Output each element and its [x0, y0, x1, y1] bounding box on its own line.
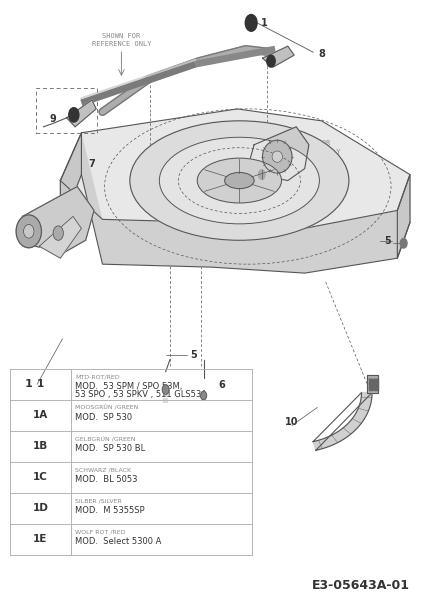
Text: MOD.  M 5355SP: MOD. M 5355SP: [75, 506, 145, 515]
Ellipse shape: [262, 140, 292, 173]
Polygon shape: [67, 100, 96, 127]
Polygon shape: [39, 217, 81, 258]
Ellipse shape: [272, 151, 282, 163]
Polygon shape: [81, 133, 410, 273]
Text: SCHWARZ /BLACK: SCHWARZ /BLACK: [75, 468, 131, 473]
Bar: [369, 379, 373, 389]
Polygon shape: [313, 392, 372, 450]
Polygon shape: [60, 109, 410, 229]
Text: 9: 9: [50, 114, 56, 124]
Text: 53 SPO , 53 SPKV , 511 GLS53A: 53 SPO , 53 SPKV , 511 GLS53A: [75, 390, 207, 399]
Text: MOD.  SP 530: MOD. SP 530: [75, 413, 132, 422]
Circle shape: [245, 14, 257, 31]
Text: 5: 5: [384, 236, 391, 247]
Text: WOLF ROT /RED: WOLF ROT /RED: [75, 530, 126, 535]
Text: 1: 1: [37, 379, 44, 389]
Polygon shape: [367, 374, 378, 392]
Text: 1: 1: [261, 18, 268, 28]
Circle shape: [400, 238, 407, 248]
Text: 1D: 1D: [32, 503, 48, 514]
Text: 1C: 1C: [33, 472, 48, 482]
Text: 6: 6: [218, 380, 225, 391]
Text: 1A: 1A: [33, 410, 48, 420]
Circle shape: [162, 385, 169, 394]
Ellipse shape: [130, 121, 349, 240]
Text: 8: 8: [318, 49, 325, 59]
Circle shape: [201, 391, 206, 400]
Polygon shape: [262, 46, 294, 67]
Text: 7: 7: [89, 160, 95, 169]
Text: MOOSGRÜN /GREEN: MOOSGRÜN /GREEN: [75, 406, 139, 411]
Ellipse shape: [16, 215, 42, 248]
Circle shape: [53, 226, 63, 240]
Text: 10: 10: [285, 418, 299, 427]
Text: MOD.  Select 5300 A: MOD. Select 5300 A: [75, 537, 162, 546]
Polygon shape: [18, 187, 94, 252]
Polygon shape: [397, 175, 410, 258]
Ellipse shape: [159, 137, 319, 224]
Text: SHOWN FOR
REFERENCE ONLY: SHOWN FOR REFERENCE ONLY: [92, 33, 151, 47]
Text: MTD-ROT/RED: MTD-ROT/RED: [75, 374, 120, 380]
Text: 1B: 1B: [33, 442, 48, 451]
Text: MOD.  SP 530 BL: MOD. SP 530 BL: [75, 444, 145, 453]
Ellipse shape: [225, 172, 254, 188]
Bar: [36, 88, 97, 133]
Polygon shape: [250, 127, 309, 181]
Text: 5: 5: [190, 350, 197, 360]
Text: 1E: 1E: [33, 535, 47, 544]
Text: SILBER /SILVER: SILBER /SILVER: [75, 499, 122, 504]
Text: E3-05643A-01: E3-05643A-01: [312, 579, 410, 592]
Ellipse shape: [197, 158, 282, 203]
Ellipse shape: [23, 224, 34, 238]
Circle shape: [69, 107, 79, 122]
Text: 1: 1: [25, 379, 33, 389]
Text: SHOWN FOR
REFERENCE ONLY: SHOWN FOR REFERENCE ONLY: [281, 140, 341, 155]
Circle shape: [258, 170, 265, 179]
Text: MOD.  53 SPM / SPO 53M,: MOD. 53 SPM / SPO 53M,: [75, 382, 182, 391]
Circle shape: [267, 55, 275, 67]
Bar: [374, 379, 378, 389]
Polygon shape: [60, 133, 81, 229]
Text: GELBGRÜN /GREEN: GELBGRÜN /GREEN: [75, 437, 136, 442]
Text: MOD.  BL 5053: MOD. BL 5053: [75, 475, 138, 484]
